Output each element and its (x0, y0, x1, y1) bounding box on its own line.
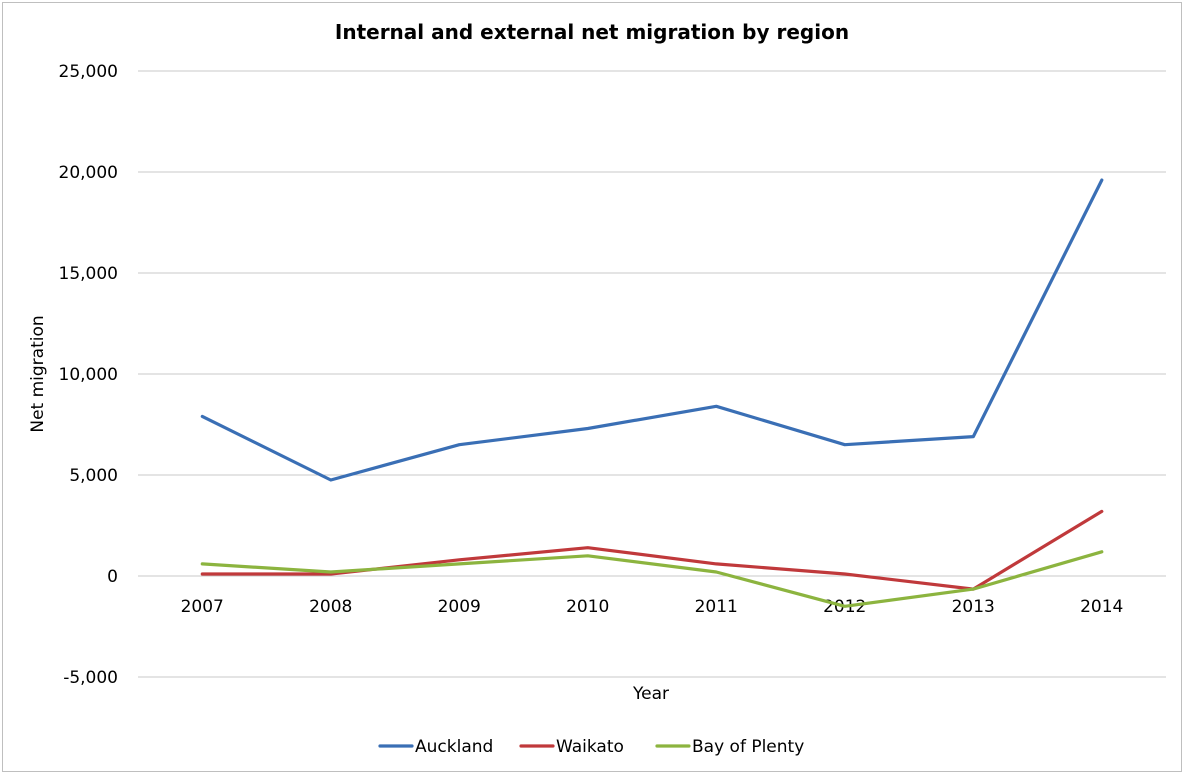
y-tick-label: 20,000 (59, 163, 118, 183)
x-tick-label: 2014 (1080, 597, 1123, 617)
y-tick-label: 5,000 (69, 466, 118, 486)
series-lines (200, 178, 1104, 608)
x-tick-label: 2013 (952, 597, 995, 617)
legend-item: Waikato (519, 737, 624, 757)
y-axis-label: Net migration (28, 315, 48, 432)
y-tick-label: 10,000 (59, 365, 118, 385)
series-line (200, 509, 1104, 591)
chart-title: Internal and external net migration by r… (335, 20, 849, 44)
series-line (200, 178, 1104, 482)
y-tick-label: 25,000 (59, 62, 118, 82)
y-tick-label: 15,000 (59, 264, 118, 284)
series-auckland (200, 178, 1104, 482)
x-tick-label: 2011 (695, 597, 738, 617)
x-axis-label: Year (632, 684, 669, 704)
legend-item: Auckland (378, 737, 493, 757)
series-line (200, 550, 1104, 608)
x-tick-label: 2010 (566, 597, 609, 617)
legend-label: Auckland (415, 737, 493, 757)
legend: Auckland Waikato Bay of Plenty (378, 737, 804, 757)
x-axis-ticks: 2007 2008 2009 2010 2011 2012 2013 2014 (181, 597, 1124, 617)
legend-label: Waikato (556, 737, 624, 757)
series-waikato (200, 509, 1104, 591)
y-tick-label: -5,000 (63, 668, 118, 688)
legend-label: Bay of Plenty (692, 737, 804, 757)
series-bay-of-plenty (200, 550, 1104, 608)
x-tick-label: 2009 (438, 597, 481, 617)
y-axis-ticks: -5,000 0 5,000 10,000 15,000 20,000 25,000 (59, 62, 118, 688)
legend-item: Bay of Plenty (655, 737, 804, 757)
x-tick-label: 2008 (309, 597, 352, 617)
y-tick-label: 0 (107, 567, 118, 587)
gridlines (138, 70, 1166, 678)
x-tick-label: 2007 (181, 597, 224, 617)
